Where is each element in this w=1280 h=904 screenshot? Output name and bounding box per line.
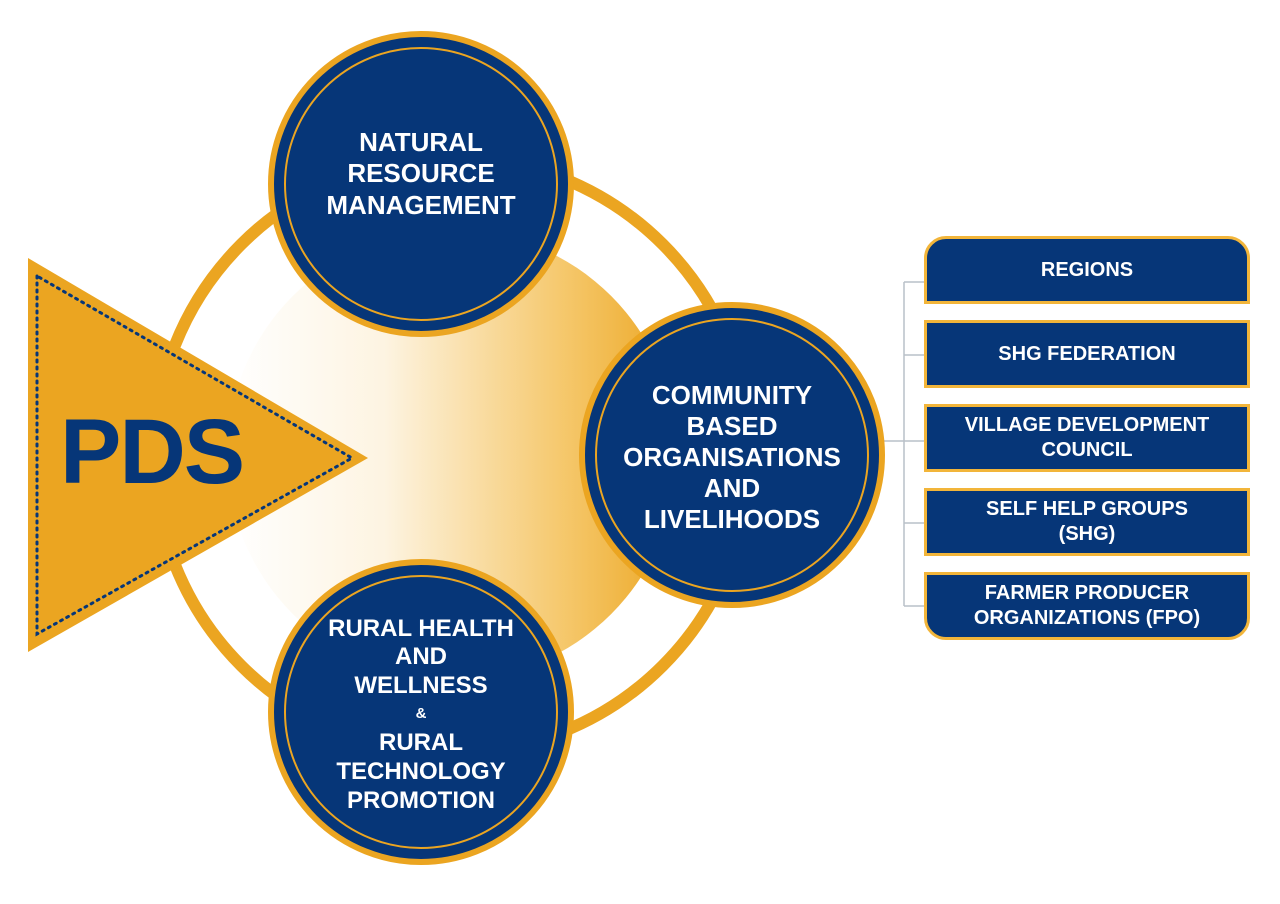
rural-health-line-2: AND	[395, 643, 447, 671]
community-line-1: COMMUNITY	[651, 379, 813, 410]
natural-resource-circle	[268, 31, 574, 337]
center-glow	[227, 230, 677, 680]
community-text: COMMUNITY BASED ORGANISATIONS AND LIVELI…	[612, 365, 852, 550]
community-circle	[579, 302, 885, 608]
community-line-3: ORGANISATIONS	[623, 441, 841, 472]
box-vdc-line-2: COUNCIL	[1041, 439, 1133, 461]
rural-tech-line-1: RURAL	[379, 729, 463, 756]
box-farmer-producer-organizations: FARMER PRODUCER ORGANIZATIONS (FPO)	[924, 572, 1250, 640]
rural-health-line-3: WELLNESS	[354, 672, 488, 700]
pds-triangle	[28, 258, 368, 652]
box-shg-federation-label: SHG FEDERATION	[998, 342, 1176, 365]
rural-health-ampersand: &	[415, 705, 427, 722]
box-self-help-groups: SELF HELP GROUPS (SHG)	[924, 488, 1250, 556]
box-shg-line-2: (SHG)	[1058, 523, 1116, 545]
community-line-2: BASED	[686, 410, 778, 441]
box-shg-federation: SHG FEDERATION	[924, 320, 1250, 388]
natural-resource-line-1: NATURAL	[359, 127, 483, 158]
pds-label: PDS	[60, 401, 245, 503]
box-village-development-council: VILLAGE DEVELOPMENT COUNCIL	[924, 404, 1250, 472]
community-line-4: AND	[703, 473, 761, 504]
rural-tech-line-3: PROMOTION	[347, 786, 495, 814]
community-line-5: LIVELIHOODS	[643, 504, 821, 535]
connector-lines	[884, 281, 924, 607]
community-inner-ring	[595, 318, 869, 592]
rural-health-text: RURAL HEALTH AND WELLNESS & RURAL TECHNO…	[306, 598, 536, 832]
box-vdc-line-1: VILLAGE DEVELOPMENT	[964, 414, 1210, 436]
rural-tech-line-2: TECHNOLOGY	[336, 757, 506, 785]
rural-health-line-1: RURAL HEALTH	[328, 614, 514, 642]
pds-triangle-dotted-border	[35, 273, 356, 637]
box-fpo-line-2: ORGANIZATIONS (FPO)	[973, 607, 1201, 629]
rural-health-inner-ring	[284, 575, 558, 849]
box-fpo-line-1: FARMER PRODUCER	[984, 582, 1190, 604]
box-regions-label: REGIONS	[1040, 258, 1134, 281]
natural-resource-line-2: RESOURCE	[347, 158, 495, 189]
natural-resource-inner-ring	[284, 47, 558, 321]
rural-health-circle	[268, 559, 574, 865]
box-shg-line-1: SELF HELP GROUPS	[986, 498, 1188, 520]
natural-resource-text: NATURAL RESOURCE MANAGEMENT	[296, 118, 546, 230]
box-regions: REGIONS	[924, 236, 1250, 304]
natural-resource-line-3: MANAGEMENT	[326, 189, 516, 220]
